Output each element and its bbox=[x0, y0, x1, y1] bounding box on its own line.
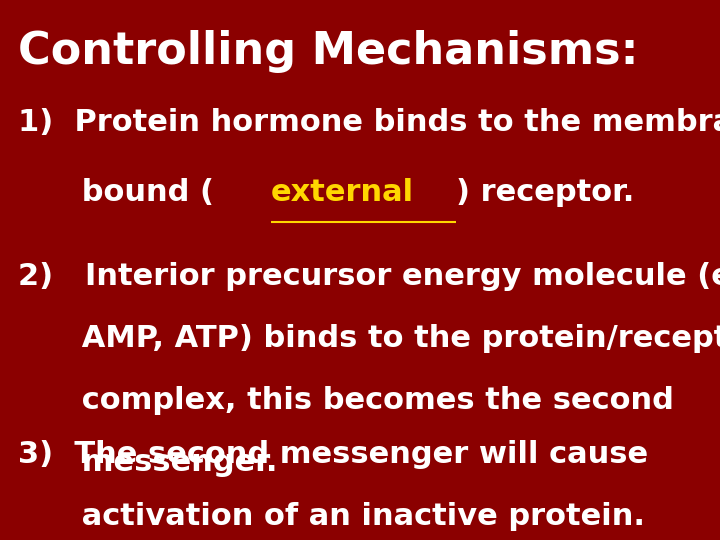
Text: Controlling Mechanisms:: Controlling Mechanisms: bbox=[18, 30, 654, 73]
Text: 3)  The second messenger will cause: 3) The second messenger will cause bbox=[18, 440, 648, 469]
Text: activation of an inactive protein.: activation of an inactive protein. bbox=[18, 502, 645, 531]
Text: external: external bbox=[271, 178, 414, 207]
Text: 1)  Protein hormone binds to the membrane: 1) Protein hormone binds to the membrane bbox=[18, 108, 720, 137]
Text: ) receptor.: ) receptor. bbox=[456, 178, 634, 207]
Text: bound (: bound ( bbox=[18, 178, 214, 207]
Text: 2)   Interior precursor energy molecule (ex.: 2) Interior precursor energy molecule (e… bbox=[18, 262, 720, 291]
Text: messenger.: messenger. bbox=[18, 448, 277, 477]
Text: AMP, ATP) binds to the protein/receptor: AMP, ATP) binds to the protein/receptor bbox=[18, 324, 720, 353]
Text: complex, this becomes the second: complex, this becomes the second bbox=[18, 386, 674, 415]
